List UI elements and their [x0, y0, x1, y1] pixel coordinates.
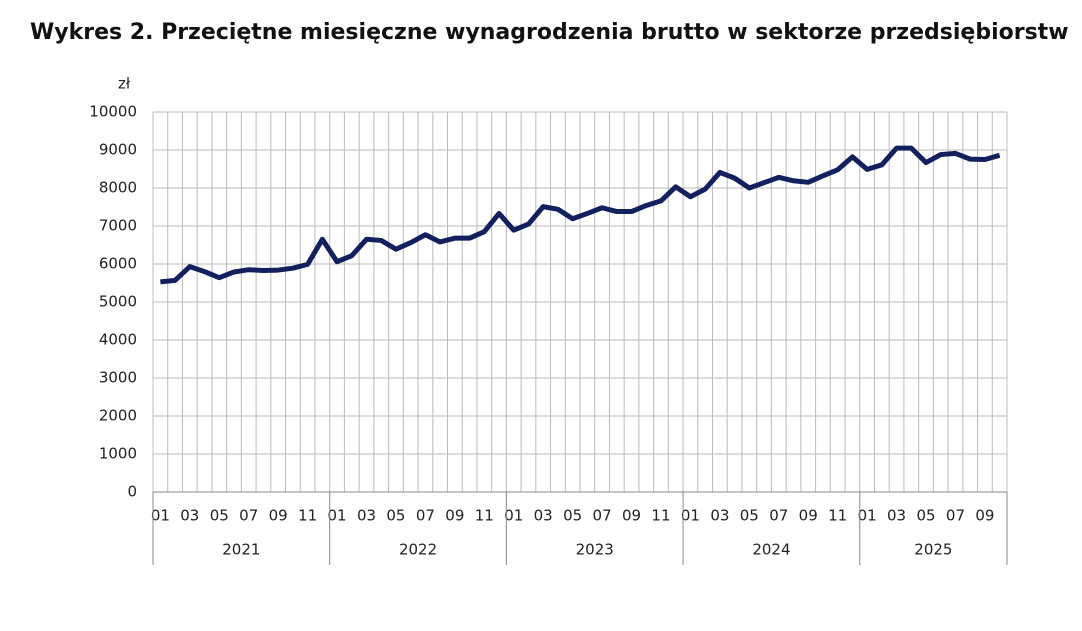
x-group-label: 2021 — [222, 541, 260, 559]
chart-title: Wykres 2. Przeciętne miesięczne wynagrod… — [30, 20, 1069, 45]
x-tick-label: 09 — [975, 507, 994, 525]
x-tick-label: 07 — [239, 507, 258, 525]
y-tick-label: 0 — [127, 483, 137, 501]
x-tick-label: 01 — [504, 507, 523, 525]
x-group-label: 2024 — [752, 541, 790, 559]
x-tick-label: 03 — [887, 507, 906, 525]
y-tick-label: 8000 — [99, 179, 137, 197]
x-tick-label: 01 — [858, 507, 877, 525]
x-tick-label: 05 — [916, 507, 935, 525]
x-tick-label: 11 — [475, 507, 494, 525]
x-tick-label: 07 — [769, 507, 788, 525]
x-tick-label: 03 — [710, 507, 729, 525]
x-tick-label: 07 — [416, 507, 435, 525]
y-unit: zł — [118, 75, 131, 93]
y-tick-label: 1000 — [99, 445, 137, 463]
x-tick-label: 07 — [946, 507, 965, 525]
y-tick-label: 10000 — [89, 103, 137, 121]
x-tick-label: 11 — [651, 507, 670, 525]
x-tick-label: 05 — [386, 507, 405, 525]
x-group-label: 2022 — [399, 541, 437, 559]
x-tick-label: 03 — [357, 507, 376, 525]
y-tick-label: 3000 — [99, 369, 137, 387]
x-tick-label: 01 — [151, 507, 170, 525]
x-tick-label: 03 — [534, 507, 553, 525]
x-tick-label: 09 — [622, 507, 641, 525]
y-tick-label: 2000 — [99, 407, 137, 425]
x-tick-label: 01 — [328, 507, 347, 525]
y-tick-label: 4000 — [99, 331, 137, 349]
x-tick-label: 09 — [799, 507, 818, 525]
y-tick-label: 6000 — [99, 255, 137, 273]
x-tick-label: 05 — [563, 507, 582, 525]
x-tick-label: 11 — [298, 507, 317, 525]
x-group-label: 2025 — [914, 541, 952, 559]
line-series — [160, 145, 1001, 285]
x-tick-label: 09 — [269, 507, 288, 525]
y-tick-label: 9000 — [99, 141, 137, 159]
x-tick-label: 09 — [445, 507, 464, 525]
x-tick-label: 05 — [210, 507, 229, 525]
y-tick-label: 5000 — [99, 293, 137, 311]
x-tick-label: 11 — [828, 507, 847, 525]
x-tick-label: 03 — [180, 507, 199, 525]
x-tick-label: 07 — [593, 507, 612, 525]
x-tick-label: 05 — [740, 507, 759, 525]
x-group-label: 2023 — [576, 541, 614, 559]
x-tick-label: 01 — [681, 507, 700, 525]
y-tick-label: 7000 — [99, 217, 137, 235]
